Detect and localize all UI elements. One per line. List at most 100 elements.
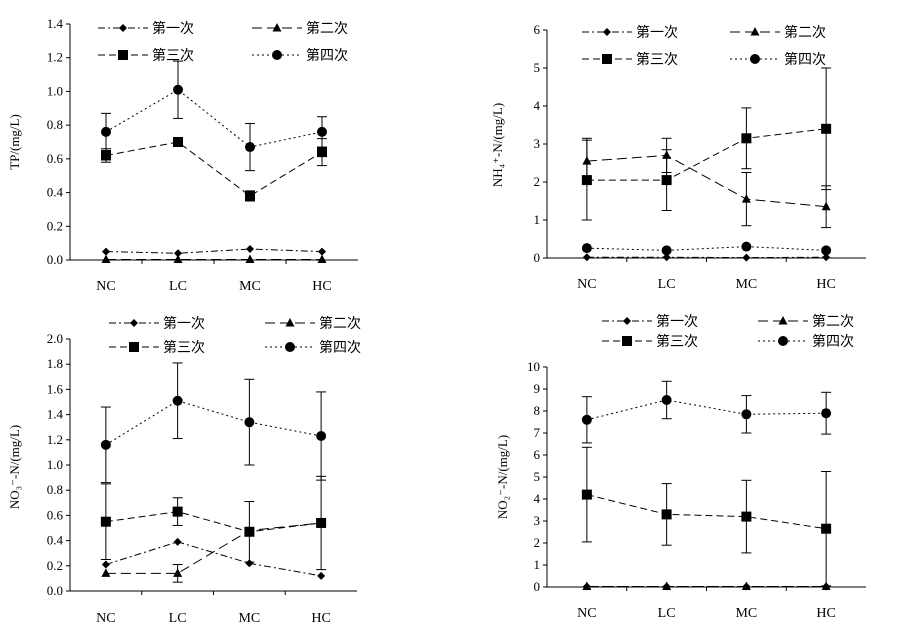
series-2 [582, 581, 831, 591]
x-tick-label: NC [577, 606, 596, 621]
series-4 [101, 60, 327, 172]
legend-marker [778, 316, 788, 325]
data-point [245, 142, 255, 153]
x-tick-label: HC [311, 611, 330, 626]
data-point [101, 126, 111, 137]
data-point [821, 201, 831, 211]
y-tick-label: 7 [534, 425, 541, 440]
data-point [100, 516, 111, 527]
y-tick-label: 1.2 [47, 50, 63, 65]
data-point [173, 568, 183, 577]
y-tick-label: 4 [534, 98, 541, 113]
y-tick-label: 5 [534, 469, 541, 484]
data-point [101, 254, 111, 263]
legend-label: 第一次 [163, 315, 205, 332]
y-tick-label: 1.8 [47, 356, 63, 371]
y-tick-label: 1.0 [47, 457, 63, 472]
legend-label: 第四次 [812, 333, 854, 350]
legend-label: 第四次 [306, 47, 348, 64]
data-point [317, 147, 327, 158]
y-tick-label: 1.6 [47, 381, 64, 396]
series-line [586, 399, 827, 421]
y-axis-label: NO₂⁻-N/(mg/L) [495, 435, 510, 519]
series-4 [581, 241, 832, 256]
x-tick-label: LC [169, 279, 187, 294]
data-point [741, 581, 751, 591]
legend-marker [129, 342, 139, 352]
y-tick-label: 3 [534, 513, 541, 528]
y-tick-label: 6 [534, 447, 541, 462]
data-point [581, 243, 592, 254]
y-tick-label: 10 [527, 359, 540, 374]
data-point [244, 417, 255, 428]
y-tick-label: 1.0 [47, 83, 63, 98]
data-point [317, 571, 326, 580]
series-line [586, 494, 827, 530]
y-tick-label: 0.0 [47, 252, 63, 267]
y-tick-label: 1.4 [47, 16, 64, 31]
series-line [105, 541, 322, 577]
y-tick-label: 0.4 [47, 185, 64, 200]
chart-panel-1: 0.0 0.2 0.4 0.6 0.8 1.0 1.2 1.4 NC LC MC HC TP/(mg/L… [7, 16, 358, 294]
data-point [102, 247, 110, 256]
y-tick-label: 0.6 [47, 151, 64, 166]
legend-label: 第一次 [636, 24, 678, 41]
x-tick-label: HC [816, 277, 835, 292]
legend-marker [778, 336, 788, 346]
series-line [586, 154, 827, 208]
legend-marker [130, 319, 138, 327]
series-line [105, 141, 323, 197]
legend-label: 第四次 [784, 51, 826, 68]
x-tick-label: NC [577, 277, 596, 292]
data-point [317, 126, 327, 137]
y-tick-label: 1.4 [47, 407, 64, 422]
data-point [245, 254, 255, 263]
x-tick-label: LC [169, 611, 187, 626]
data-point [246, 245, 254, 254]
legend-marker [118, 50, 128, 60]
data-point [173, 254, 183, 263]
legend-marker [285, 342, 295, 352]
y-tick-label: 0.2 [47, 558, 63, 573]
data-point [821, 408, 832, 419]
legend-marker [750, 27, 760, 36]
data-point [245, 559, 254, 568]
series-line [586, 128, 827, 181]
y-tick-label: 0.4 [47, 533, 64, 548]
y-tick-label: 0.8 [47, 482, 63, 497]
legend-marker [623, 317, 631, 325]
y-tick-label: 9 [534, 381, 541, 396]
y-tick-label: 1.2 [47, 432, 63, 447]
data-point [661, 175, 672, 186]
data-point [316, 517, 327, 528]
legend-label: 第二次 [812, 313, 854, 330]
series-3 [581, 446, 832, 587]
y-tick-label: 5 [534, 60, 541, 75]
series-4 [100, 362, 327, 484]
chart-panel-4: 0 1 2 3 4 5 6 7 8 9 10 NC LC MC HC NO₂⁻-N/(mg/L) 第一次 第二次第… [495, 313, 866, 621]
data-point [661, 395, 672, 405]
y-tick-label: 0.6 [47, 507, 64, 522]
data-point [317, 254, 327, 263]
y-tick-label: 2 [534, 174, 541, 189]
data-point [244, 526, 255, 537]
x-tick-label: LC [658, 277, 676, 292]
data-point [662, 581, 672, 591]
legend-marker [119, 24, 127, 32]
data-point [741, 511, 752, 522]
legend-label: 第三次 [152, 47, 194, 64]
x-tick-label: HC [312, 279, 331, 294]
x-tick-label: LC [658, 606, 676, 621]
data-point [101, 560, 110, 569]
legend-marker [272, 50, 282, 60]
data-point [316, 431, 327, 442]
series-line [105, 511, 322, 533]
x-tick-label: MC [735, 606, 757, 621]
legend-marker [603, 28, 611, 36]
legend-label: 第四次 [319, 339, 361, 356]
legend-label: 第三次 [656, 333, 698, 350]
series-line [105, 400, 322, 446]
data-point [172, 506, 183, 517]
